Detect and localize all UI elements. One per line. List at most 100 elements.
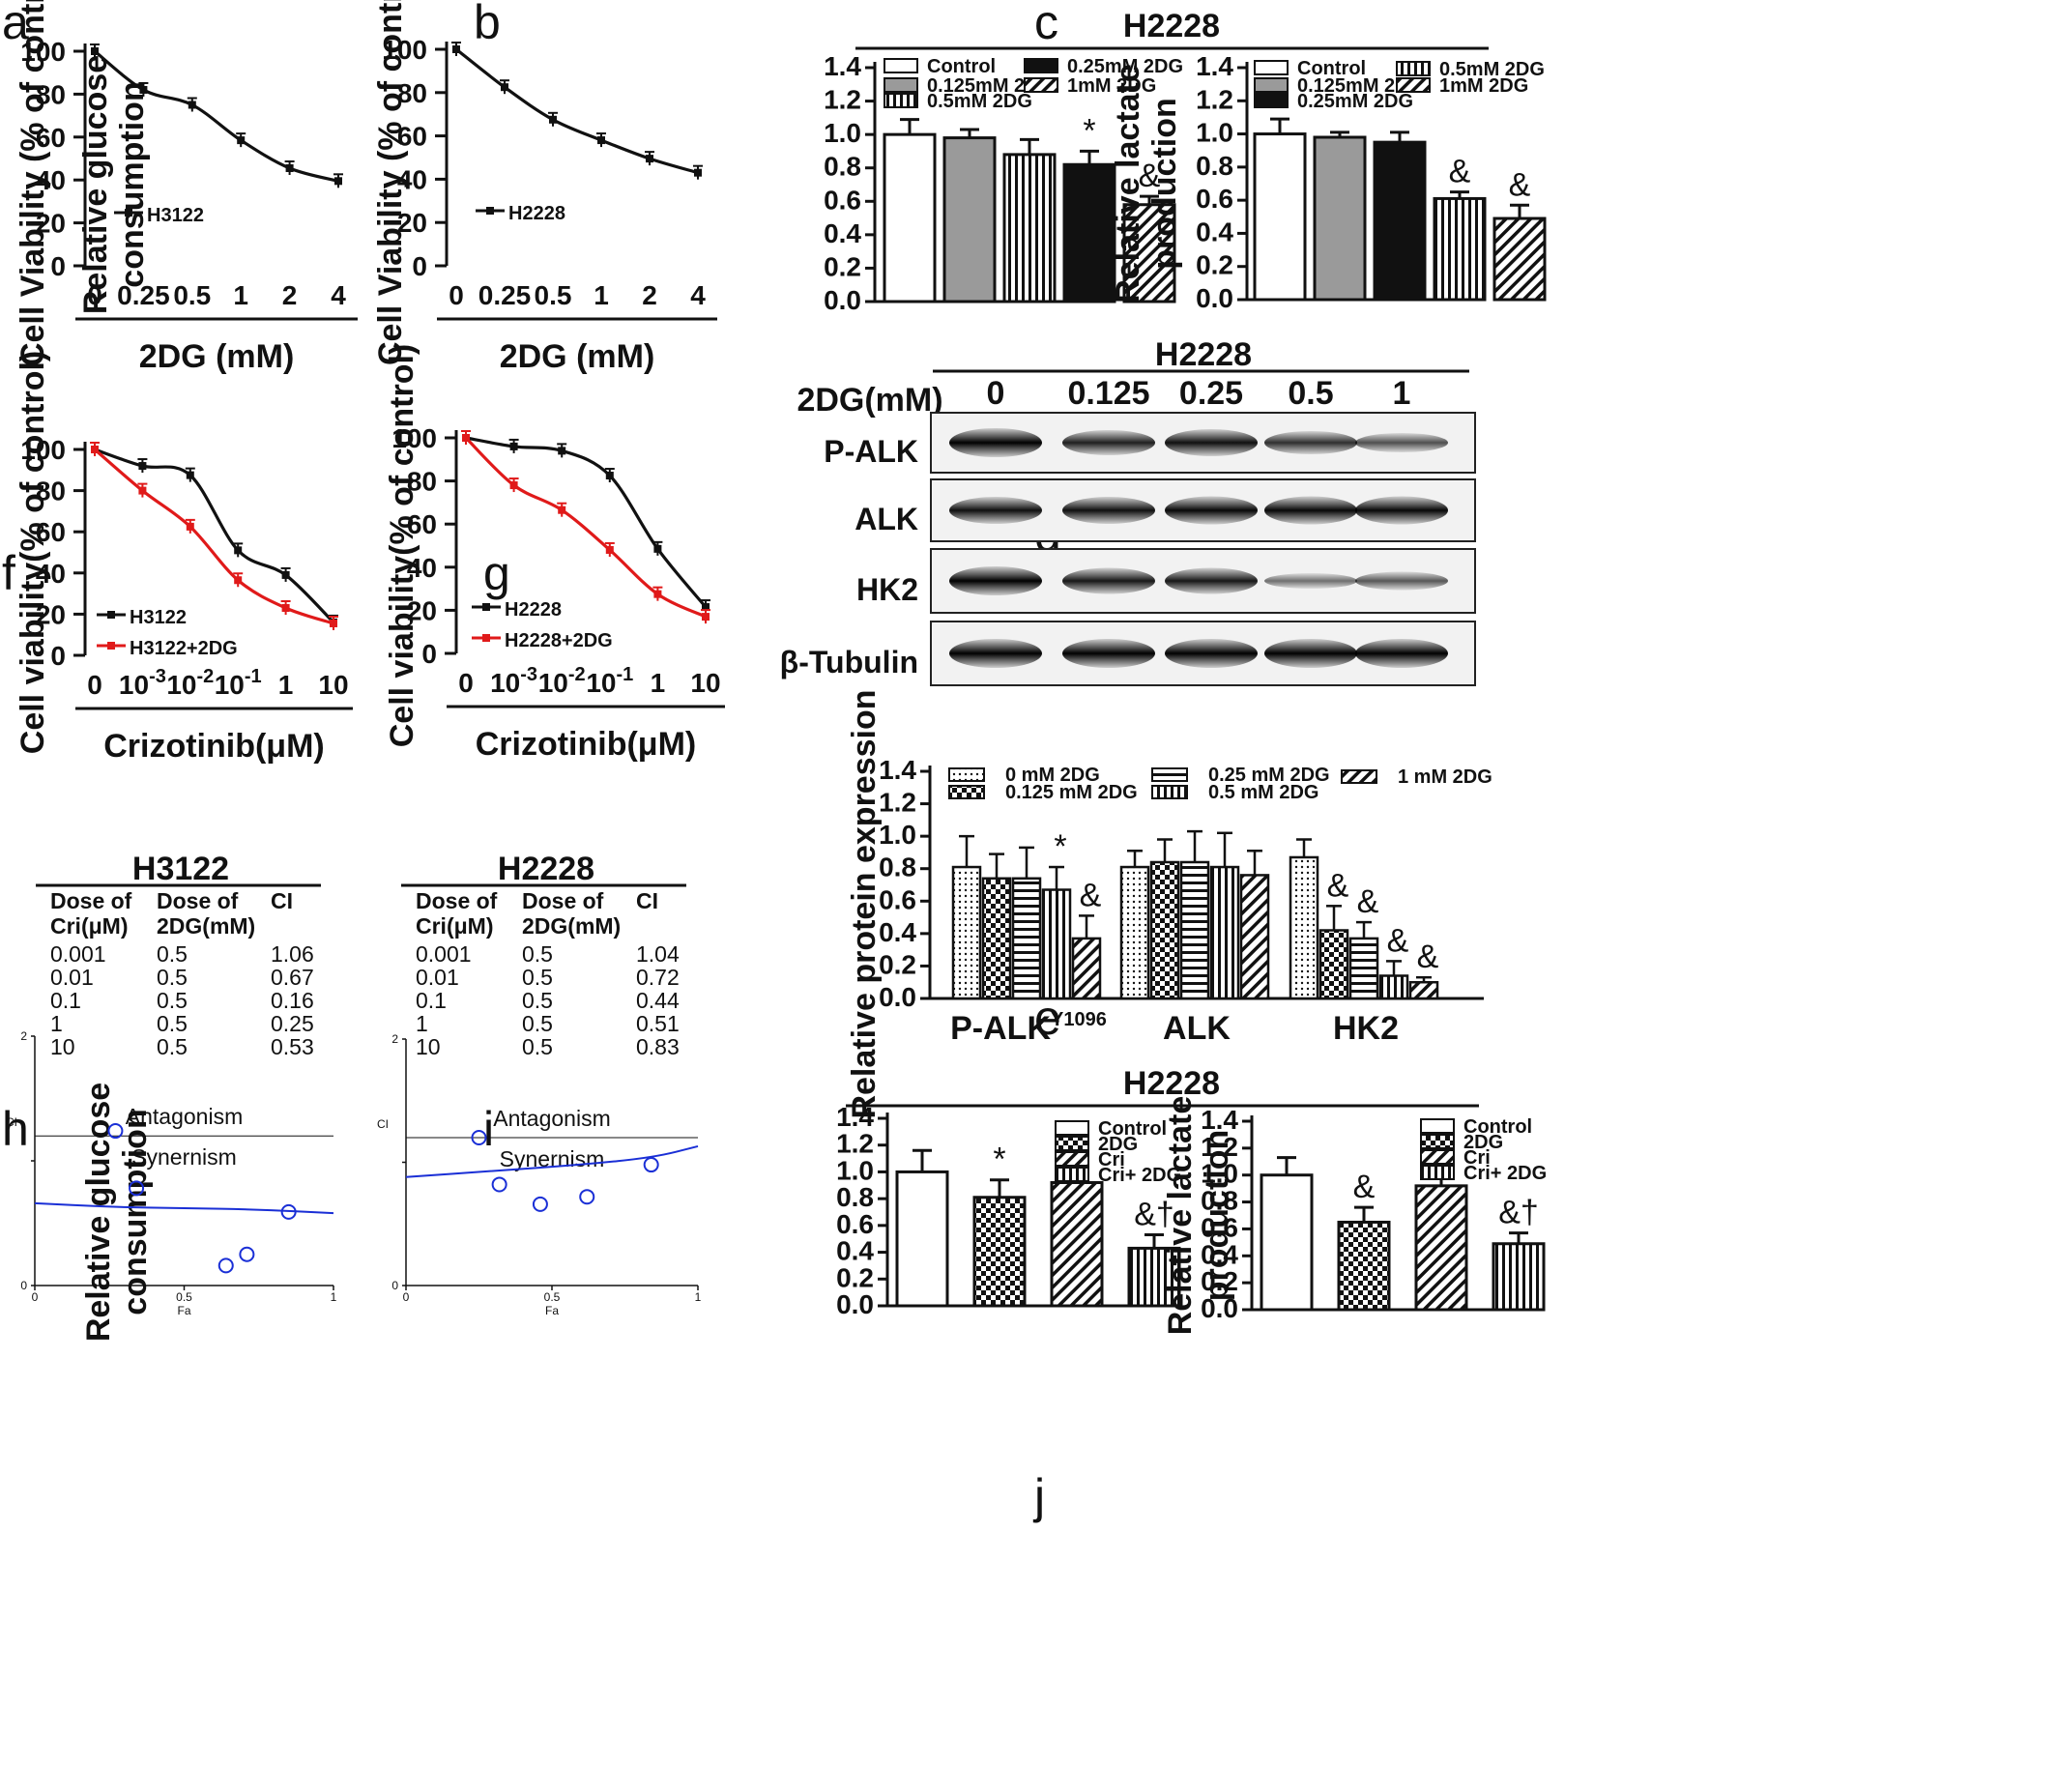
dose-label: 2DG(mM)	[797, 382, 942, 419]
legend-marker	[107, 642, 115, 650]
y-tick-label: 0.4	[1196, 217, 1233, 246]
legend-label: 0.5 mM 2DG	[1208, 782, 1318, 803]
table-cell: 0.5	[157, 1011, 188, 1036]
series-line	[94, 448, 335, 624]
y-tick-label: 0.4	[824, 218, 861, 248]
table-cell: 0.01	[416, 965, 459, 990]
legend-label: Control	[1098, 1118, 1167, 1140]
panel-label-g: g	[483, 546, 510, 600]
significance-mark: &	[1417, 939, 1439, 975]
significance-mark: &	[1449, 154, 1471, 190]
y-tick-label: 1.0	[836, 1155, 874, 1185]
x-tick-label: 1	[233, 280, 248, 310]
table-header: Cri(μM)	[50, 913, 129, 939]
y-tick-label: 0.0	[879, 982, 916, 1012]
x-tick-label: 10-3	[490, 664, 537, 698]
table-header: 2DG(mM)	[522, 913, 621, 939]
y-axis-label: Relative glucose	[80, 1083, 117, 1342]
blot-band	[1165, 567, 1258, 594]
legend-label: Control	[1463, 1116, 1532, 1138]
y-tick-label: 0	[421, 639, 437, 669]
series-line	[455, 47, 699, 175]
blot-band	[1165, 429, 1258, 456]
y-tick-label: 20	[397, 208, 427, 238]
blot-band	[949, 566, 1042, 595]
y-tick-label: 0.6	[824, 185, 861, 215]
table-cell: 0.5	[522, 988, 553, 1013]
y-axis-label: CI	[377, 1117, 389, 1131]
y-tick-label: 0.4	[836, 1236, 874, 1266]
y-axis-label: Cell Viability (% of control)	[372, 0, 409, 365]
significance-mark: *	[1054, 828, 1066, 865]
x-tick-label: 1	[278, 670, 294, 700]
table-cell: 1	[416, 1011, 428, 1036]
blot-band	[1264, 496, 1357, 525]
bar	[1119, 865, 1150, 1000]
blot-row-label: HK2	[856, 572, 918, 607]
ci-point	[280, 1203, 297, 1220]
chart-g: 0 20 40 60 80 100 0 10-3 10-2 10-1 1 10 Crizotinib(μ…	[384, 344, 725, 763]
significance-mark: &	[1357, 883, 1379, 920]
x-tick-label: 0	[403, 1290, 410, 1304]
y-axis-label: Relative protein expression	[846, 689, 883, 1118]
ci-point	[643, 1157, 659, 1173]
x-axis-label: 2DG (mM)	[500, 338, 655, 375]
ci-point	[129, 1180, 145, 1197]
blot-band	[1355, 496, 1448, 525]
title-j: H2228	[846, 1065, 1479, 1108]
x-tick-label: 1	[695, 1290, 702, 1304]
panel-label-b: b	[474, 0, 501, 49]
bar	[1253, 132, 1307, 302]
legend-swatch	[1055, 1136, 1089, 1151]
significance-mark: *	[993, 1142, 1005, 1178]
legend-swatch	[1341, 769, 1377, 784]
bar	[1433, 196, 1487, 302]
legend-label: 0.5mM 2DG	[927, 91, 1032, 112]
y-axis-label: Cell viability(% of control)	[384, 344, 420, 747]
legend-label: 0 mM 2DG	[1005, 765, 1100, 786]
legend-label: 0.25mM 2DG	[1067, 56, 1183, 77]
y-tick-label: 1.4	[1201, 1105, 1238, 1135]
legend-label: 1mM 2DG	[1439, 75, 1528, 97]
y-tick-label: 0.8	[879, 853, 916, 882]
significance-mark: &	[1327, 867, 1349, 904]
y-tick-label: 0.2	[836, 1262, 874, 1292]
y-tick-label: 60	[36, 123, 66, 153]
table-cell: 0.44	[636, 988, 680, 1013]
panel-title: H2228	[1123, 8, 1220, 44]
y-tick-label: 1.2	[1201, 1132, 1238, 1162]
chart-c1: 0.0 0.20.40.60.8 1.01.2 1.4 Relative glucose…	[77, 51, 1183, 315]
x-tick-label: 0.5	[176, 1290, 192, 1304]
legend-swatch	[1151, 767, 1188, 782]
significance-mark: &	[1387, 922, 1409, 959]
y-tick-label: 1.0	[824, 118, 861, 148]
bar	[1289, 855, 1319, 1000]
dose-value: 0.125	[1067, 375, 1149, 412]
bar	[1414, 1184, 1468, 1312]
significance-mark: &	[1509, 166, 1531, 203]
legend-label: Control	[1297, 58, 1366, 79]
y-axis-label: consumption	[117, 1109, 154, 1315]
x-tick-label: 4	[331, 280, 346, 310]
bar	[1260, 1173, 1314, 1312]
y-tick-label: 0.6	[836, 1209, 874, 1239]
y-tick-label: 80	[397, 78, 427, 108]
y-tick-label: 2	[391, 1032, 398, 1046]
legend-label: H3122	[147, 205, 204, 226]
significance-mark: &	[1080, 877, 1102, 913]
region-label: Antagonism	[126, 1104, 243, 1129]
x-tick-label: 0.5	[173, 280, 211, 310]
table-header: CI	[636, 888, 658, 913]
y-tick-label: 80	[36, 477, 66, 506]
table-cell: 0.5	[522, 965, 553, 990]
x-tick-label: 2	[282, 280, 298, 310]
x-tick-label: 0	[87, 280, 102, 310]
y-tick-label: 100	[382, 35, 427, 65]
significance-mark: &	[1353, 1169, 1376, 1205]
y-tick-label: 0.4	[879, 917, 916, 947]
y-tick-label: 0.0	[1196, 283, 1233, 313]
table-cell: 1.06	[271, 941, 314, 967]
table-cell: 0.72	[636, 965, 680, 990]
y-tick-label: 40	[407, 553, 437, 583]
